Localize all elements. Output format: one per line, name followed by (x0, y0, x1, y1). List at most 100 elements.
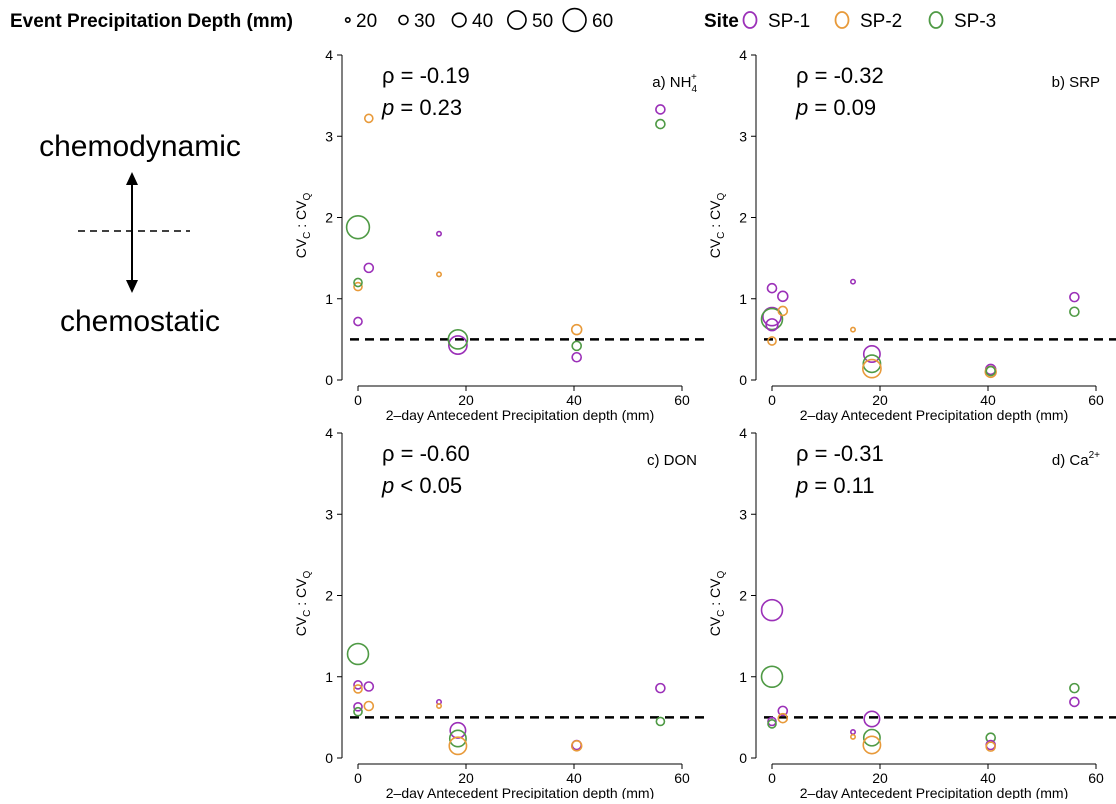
data-point (1069, 306, 1080, 318)
x-tick-label: 60 (674, 392, 690, 408)
y-tick-label: 3 (325, 506, 333, 522)
data-point (353, 281, 363, 292)
y-tick-label: 3 (325, 128, 333, 144)
rho-label: ρ = -0.31 (796, 441, 884, 466)
size-legend-items: 20 30 40 50 60 (344, 7, 613, 33)
data-point (655, 118, 666, 130)
x-axis-label: 2–day Antecedent Precipitation depth (mm… (386, 407, 655, 423)
chemodynamic-label: chemodynamic (39, 130, 241, 163)
data-point (353, 316, 363, 327)
size-legend-label: 30 (414, 11, 435, 32)
y-axis-label: CVC : CVQ (707, 570, 727, 636)
data-point (760, 307, 784, 331)
y-tick-label: 1 (325, 291, 333, 307)
y-axis-label: CVC : CVQ (293, 570, 313, 636)
data-point (353, 680, 363, 690)
p-value-label: p = 0.23 (381, 95, 462, 120)
y-tick-label: 0 (739, 372, 747, 388)
data-point (849, 728, 856, 735)
y-tick-label: 2 (325, 210, 333, 226)
side-annotation: chemodynamic chemostatic (39, 130, 241, 338)
data-point (363, 262, 375, 274)
p-value: = 0.11 (808, 473, 874, 498)
site-legend-label: SP-3 (954, 11, 996, 32)
panel-label: d) Ca2+ (1052, 450, 1100, 469)
scatter-panel: 0 1 2 3 4 CVC : CVQ 0 20 40 60 2–day Antecedent Pr… (293, 425, 704, 801)
site-legend-symbol-icon (742, 11, 758, 29)
data-point (849, 733, 856, 740)
size-legend-symbol-icon (344, 16, 351, 23)
data-point (363, 700, 375, 712)
x-tick-label: 0 (768, 392, 776, 408)
rho-label: ρ = -0.60 (382, 441, 470, 466)
y-tick-label: 2 (325, 588, 333, 604)
y-tick-label: 4 (739, 425, 747, 441)
y-tick-label: 2 (739, 210, 747, 226)
panel-label: a) NH4+ (652, 72, 697, 95)
data-point (353, 701, 363, 712)
chemostatic-label: chemostatic (60, 305, 220, 338)
y-tick-label: 4 (739, 47, 747, 63)
annotation-arrow-down-icon (126, 280, 138, 293)
data-point (862, 354, 882, 374)
y-tick-label: 3 (739, 506, 747, 522)
data-point (345, 215, 371, 240)
data-point (985, 741, 997, 752)
size-legend: Event Precipitation Depth (mm) 20 30 40 50 6… (10, 7, 613, 33)
scatter-panel: 0 1 2 3 4 CVC : CVQ 0 20 40 60 2–day Antecedent Pr… (293, 47, 704, 423)
x-tick-label: 60 (674, 770, 690, 786)
data-point (353, 277, 363, 288)
panel-label-text: b) SRP (1052, 74, 1100, 91)
data-point (570, 323, 583, 336)
x-tick-label: 40 (566, 392, 582, 408)
data-point (363, 681, 375, 692)
size-legend-label: 60 (592, 11, 613, 32)
data-point (449, 721, 467, 739)
y-tick-label: 2 (739, 588, 747, 604)
data-point (447, 329, 469, 350)
site-legend-symbol-icon (834, 11, 850, 29)
data-point (655, 104, 666, 115)
data-point (353, 706, 363, 717)
x-tick-label: 20 (872, 392, 888, 408)
p-symbol: p (795, 95, 808, 120)
data-point (862, 358, 882, 379)
data-point (346, 642, 370, 666)
p-symbol: p (381, 473, 394, 498)
p-value: = 0.23 (394, 95, 462, 120)
x-tick-label: 0 (354, 392, 362, 408)
data-point (862, 345, 881, 363)
data-point (1069, 682, 1080, 694)
size-legend-symbol-icon (507, 10, 527, 30)
rho-label: ρ = -0.32 (796, 63, 884, 88)
x-tick-label: 20 (872, 770, 888, 786)
p-value-label: p = 0.11 (795, 473, 875, 498)
size-legend-symbol-icon (451, 12, 467, 28)
panel-label-sup: 2+ (1089, 450, 1101, 461)
panel-label-text: c) DON (647, 452, 697, 469)
data-point (765, 318, 779, 332)
data-point (767, 719, 777, 729)
data-point (863, 710, 881, 728)
x-axis-label: 2–day Antecedent Precipitation depth (mm… (386, 785, 655, 799)
panel-label: b) SRP (1052, 74, 1100, 91)
y-axis-label: CVC : CVQ (707, 192, 727, 258)
data-point (777, 305, 789, 317)
data-point (849, 278, 856, 285)
data-point (571, 351, 583, 363)
data-point (435, 230, 442, 237)
y-axis-label: CVC : CVQ (293, 192, 313, 258)
data-point (862, 735, 882, 755)
x-axis-label: 2–day Antecedent Precipitation depth (mm… (800, 785, 1069, 799)
size-legend-label: 50 (532, 11, 553, 32)
p-value: = 0.09 (808, 95, 876, 120)
p-symbol: p (795, 473, 808, 498)
p-value: < 0.05 (394, 473, 462, 498)
p-value-label: p < 0.05 (381, 473, 462, 498)
data-point (862, 728, 881, 747)
x-tick-label: 0 (354, 770, 362, 786)
x-tick-label: 20 (458, 392, 474, 408)
data-point (767, 336, 777, 346)
panel-label-sup: + (691, 72, 697, 83)
